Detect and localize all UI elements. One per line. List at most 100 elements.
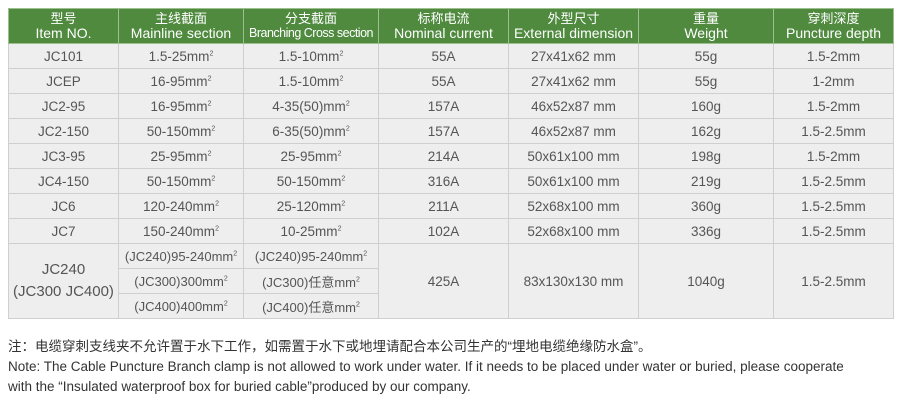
table-row: JC4-150 50-150mm2 50-150mm2 316A 50x61x100 m…: [8, 168, 894, 194]
cell-text: 1.5-2.5mm: [801, 123, 866, 139]
table-cell: 52x68x100 mm: [508, 218, 639, 244]
table-cell: 16-95mm2: [118, 93, 244, 119]
cell-text: 27x41x62 mm: [531, 73, 616, 89]
cell-text: 1.5-2.5mm: [801, 173, 866, 189]
superscript: 2: [337, 150, 342, 157]
table-cell: JC3-95: [8, 143, 119, 169]
table-cell: 102A: [378, 218, 509, 244]
cell-text: 1.5-10mm: [278, 48, 340, 64]
note-en-2: with the “Insulated waterproof box for b…: [8, 379, 471, 394]
cell-text: 1.5-2mm: [806, 148, 861, 164]
table-cell: (JC400)400mm2: [118, 293, 244, 319]
cell-text: (JC400)400mm: [134, 298, 224, 314]
column-header: 主线截面 Mainline section: [118, 8, 244, 44]
cell-text: 1.5-2mm: [806, 48, 861, 64]
cell-text: JC4-150: [37, 173, 90, 189]
table-cell: 6-35(50)mm2: [243, 118, 379, 144]
table-cell: (JC240)95-240mm2: [243, 243, 379, 269]
superscript: 2: [215, 200, 219, 207]
table-cell: JC7: [8, 218, 119, 244]
cell-text: (JC300)任意mm: [262, 274, 356, 290]
superscript: 2: [356, 301, 360, 309]
table-cell: (JC400)任意mm2: [243, 293, 379, 319]
cell-text: 4-35(50)mm: [272, 98, 346, 114]
superscript: 2: [207, 150, 212, 157]
table-cell: 46x52x87 mm: [508, 118, 639, 144]
table-cell: 16-95mm2: [118, 68, 244, 94]
table-row: JC240 (JC300 JC400) (JC240)95-240mm2 (JC240…: [8, 243, 894, 319]
table-cell: JC4-150: [8, 168, 119, 194]
superscript: 2: [363, 250, 368, 258]
notes: 注：电缆穿刺支线夹不允许置于水下工作，如需置于水下或地埋请配合本公司生产的“埋地…: [8, 337, 844, 397]
table-cell: 336g: [638, 218, 774, 244]
header-zh: 标称电流: [417, 11, 470, 26]
superscript: 2: [345, 125, 350, 132]
superscript: 2: [215, 225, 219, 232]
cell-text: 16-95mm: [150, 98, 208, 114]
table-cell: 4-35(50)mm2: [243, 93, 379, 119]
table-cell: 157A: [378, 118, 509, 144]
cell-text: 219g: [690, 173, 722, 189]
table-cell: 27x41x62 mm: [508, 68, 639, 94]
superscript: 2: [223, 275, 228, 283]
table-cell: 1.5-10mm2: [243, 43, 379, 69]
cell-text: 25-120mm: [276, 198, 342, 214]
table-cell: 10-25mm2: [243, 218, 379, 244]
table-cell: 316A: [378, 168, 509, 194]
table-cell: 25-120mm2: [243, 193, 379, 219]
cell-text: (JC240)95-240mm: [254, 248, 364, 264]
cell-text: 16-95mm: [150, 73, 208, 89]
cell-text: 214A: [427, 148, 460, 164]
table-cell: 50x61x100 mm: [508, 143, 639, 169]
header-en: Branching Cross section: [249, 26, 373, 40]
cell-text: 1.5-25mm: [148, 48, 210, 64]
table-cell: 425A: [378, 243, 509, 319]
header-en: External dimension: [513, 25, 634, 41]
column-header: 分支截面 Branching Cross section: [243, 8, 379, 44]
cell-text: 102A: [427, 223, 460, 239]
table-cell: 1.5-2.5mm: [773, 168, 894, 194]
column-header: 标称电流 Nominal current: [378, 8, 509, 44]
spec-table: 型号 Item NO. 主线截面 Mainline section 分支截面 Branch…: [8, 8, 894, 319]
table-cell: 198g: [638, 143, 774, 169]
cell-text: JC7: [51, 223, 76, 239]
cell-text: (JC300)300mm: [134, 273, 224, 289]
table-cell: 1040g: [638, 243, 774, 319]
cell-text: JCEP: [46, 73, 81, 89]
table-cell: 1.5-2.5mm: [773, 243, 894, 319]
cell-text: 50-150mm: [146, 123, 212, 139]
table-cell: 160g: [638, 93, 774, 119]
cell-text: 1.5-2.5mm: [801, 223, 866, 239]
superscript: 2: [211, 125, 216, 132]
cell-text: 157A: [427, 123, 460, 139]
table-cell: 52x68x100 mm: [508, 193, 639, 219]
column-header: 穿刺深度 Puncture depth: [773, 8, 894, 44]
superscript: 2: [211, 175, 216, 182]
cell-text: 83x130x130 mm: [523, 273, 624, 289]
cell-text: 198g: [690, 148, 722, 164]
cell-text: 50x61x100 mm: [527, 148, 620, 164]
table-cell: 1.5-2.5mm: [773, 193, 894, 219]
superscript: 2: [345, 100, 350, 107]
header-zh: 外型尺寸: [547, 11, 600, 26]
table-cell: 25-95mm2: [118, 143, 244, 169]
superscript: 2: [356, 276, 360, 284]
table-row: JC3-95 25-95mm2 25-95mm2 214A 50x61x100 mm 19…: [8, 143, 894, 169]
cell-text: 46x52x87 mm: [531, 123, 616, 139]
table-row: JC6 120-240mm2 25-120mm2 211A 52x68x100 mm 36…: [8, 193, 894, 219]
cell-text: 52x68x100 mm: [527, 198, 620, 214]
cell-text: 55A: [431, 48, 456, 64]
cell-text: JC101: [43, 48, 84, 64]
cell-text: 360g: [690, 198, 722, 214]
cell-text: (JC400)任意mm: [262, 299, 356, 315]
cell-text: 1.5-2mm: [806, 98, 861, 114]
cell-text: 316A: [427, 173, 460, 189]
table-cell: 83x130x130 mm: [508, 243, 639, 319]
column-header: 型号 Item NO.: [8, 8, 119, 44]
cell-text: 162g: [690, 123, 722, 139]
table-cell: 1.5-2.5mm: [773, 218, 894, 244]
cell-text: JC6: [51, 198, 76, 214]
table-cell: JCEP: [8, 68, 119, 94]
cell-text: 211A: [428, 198, 459, 214]
cell-text: 25-95mm: [280, 148, 338, 164]
